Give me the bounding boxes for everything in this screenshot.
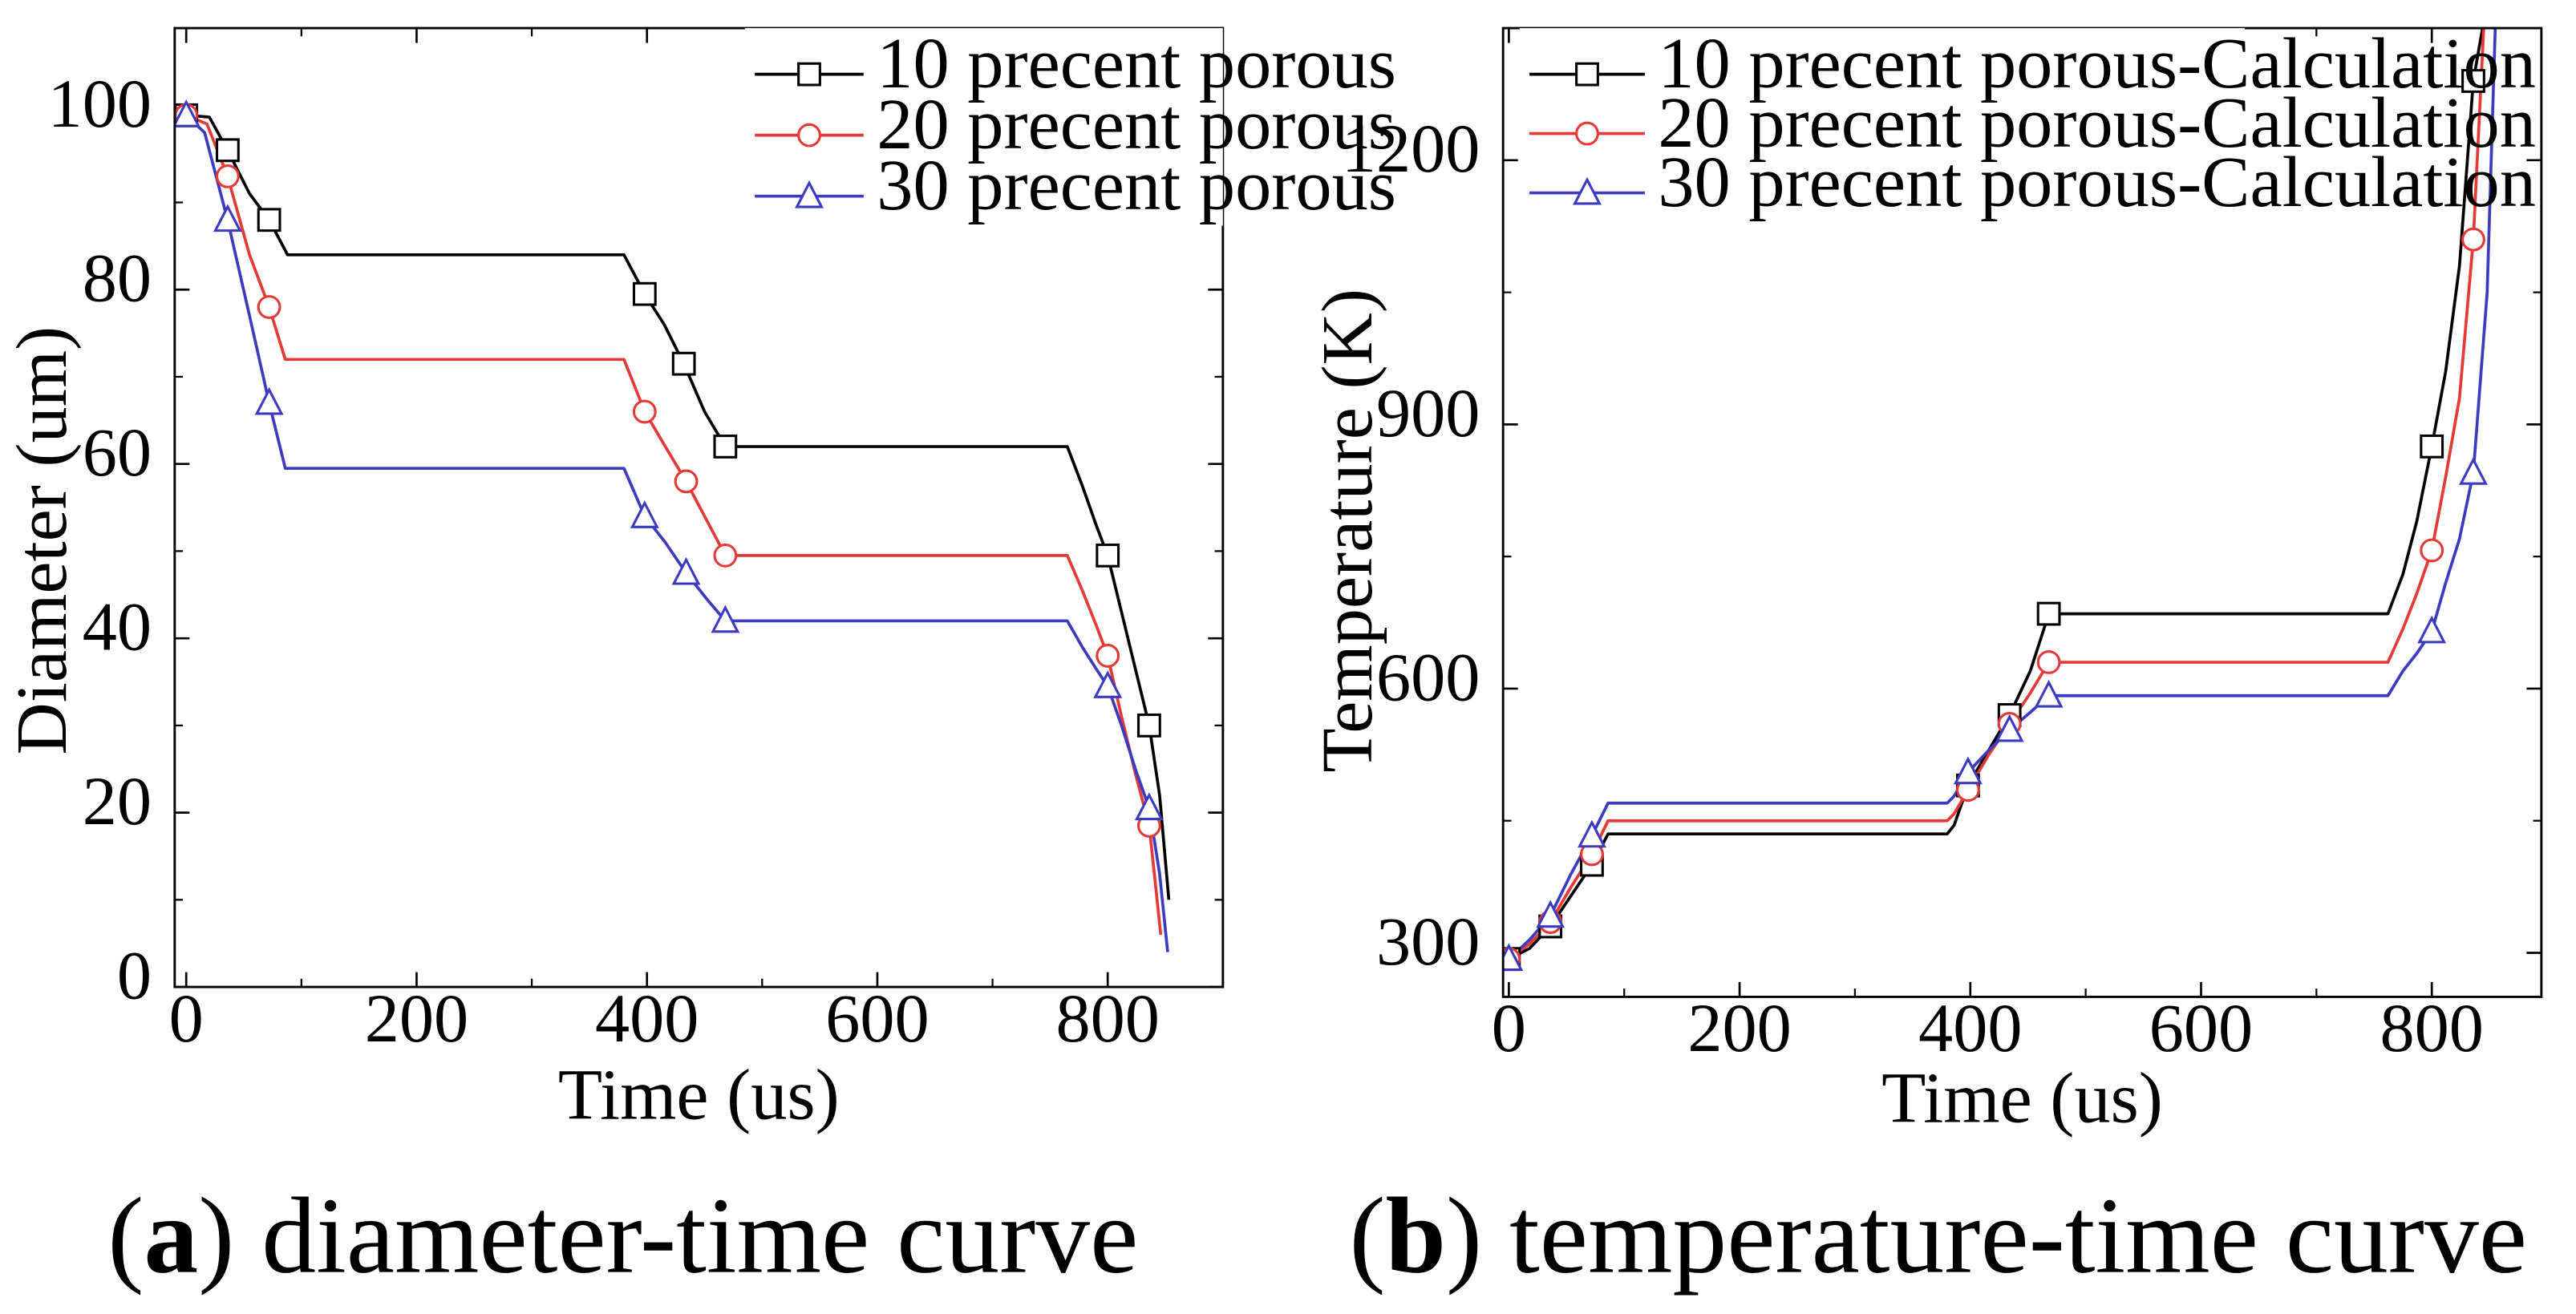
panel-a-legend-marker [795, 180, 824, 208]
panel-a-x-tick-label: 0 [169, 980, 204, 1057]
panel-a-series-1-point [1137, 714, 1161, 738]
panel-a-series-2-line [185, 114, 1163, 936]
panel-b-series-3-point [1953, 756, 1983, 785]
panel-b-x-tick-label: 0 [1492, 989, 1526, 1066]
panel-a-caption-text: ) diameter-time curve [198, 1176, 1138, 1296]
panel-a-series-1-line [186, 113, 1171, 900]
panel-b-y-tick-label: 300 [1376, 903, 1480, 980]
panel-b-legend-label: 10 precent porous-Calculation [1658, 22, 2536, 103]
panel-b-series-3-point [1536, 900, 1565, 928]
panel-a-y-tick-label: 60 [83, 414, 152, 491]
panel-b-series-3-point [2034, 679, 2064, 708]
panel-a-series-2-point [257, 295, 281, 319]
panel-b-series-1-point [2461, 69, 2485, 93]
panel-a-series-3-line [184, 114, 1169, 952]
panel-b-legend-marker [1575, 121, 1599, 146]
panel-b-y-axis-label: Temperature (K) [1306, 289, 1387, 773]
panel-a-series-2-point [713, 543, 738, 568]
panel-b-series-3-point [2417, 615, 2447, 644]
panel-a-y-axis-label: Diameter (um) [1, 326, 82, 755]
panel-b-series-2-point [2036, 650, 2061, 674]
panel-b-series-1-point [2420, 434, 2444, 459]
panel-a-series-3-point [630, 500, 659, 528]
panel-a-y-tick-label: 20 [83, 762, 152, 839]
panel-b-y-tick-label: 900 [1376, 374, 1480, 451]
panel-b-tick-labels: 0 200 400 600 800 300 600 900 1200 [1342, 110, 2484, 1066]
panel-b-legend-marker [1575, 62, 1599, 87]
panel-b-caption-letter: b [1386, 1176, 1446, 1296]
panel-b-legend-marker [1573, 176, 1602, 205]
panel-a-x-tick-label: 200 [365, 980, 468, 1057]
panel-b-x-tick-label: 600 [2149, 989, 2253, 1066]
panel-b-series-3-point [1578, 819, 1606, 848]
panel-a-caption-letter: a [144, 1176, 198, 1296]
panel-a-series-1-point [713, 435, 738, 459]
panel-a-series-2-point [1096, 644, 1120, 668]
panel-a-series-1-point [1096, 543, 1120, 568]
panel-a-series-markers [174, 99, 1164, 838]
panel-a-series-2-point [632, 399, 657, 424]
panel-a-plot-frame [173, 26, 1225, 989]
panel-a-series-2-point [216, 164, 240, 188]
panel-a-legend-label: 30 precent porous [877, 144, 1396, 225]
panel-a-series-1-point [216, 138, 240, 163]
panel-a-series-3-point [174, 99, 201, 127]
panel-b-x-tick-label: 200 [1687, 989, 1791, 1066]
panel-b-series-markers [1503, 69, 2488, 972]
panel-a-x-tick-label: 600 [825, 980, 929, 1057]
panel-a-y-tick-label: 80 [83, 240, 152, 317]
panel-a-tick-labels: 0 200 400 600 800 0 20 40 60 80 100 [48, 65, 1160, 1057]
panel-b-x-tick-label: 400 [1918, 989, 2022, 1066]
panel-a-series-3-point [671, 556, 701, 585]
panel-a-x-axis-label: Time (us) [558, 1053, 840, 1134]
panel-a-series-1-point [257, 208, 281, 232]
panel-a-y-tick-label: 40 [83, 588, 152, 665]
panel-a-legend-background [744, 28, 1223, 226]
panel-b-y-tick-label: 1200 [1342, 110, 1480, 187]
panel-b-series-3-point [2459, 457, 2488, 485]
panel-a-series-3-point [213, 204, 242, 232]
panel-a-legend-marker [797, 123, 821, 148]
panel-a-x-tick-label: 800 [1055, 980, 1159, 1057]
panel-b-series-2-point [2420, 538, 2444, 563]
panel-a-series-1-point [671, 351, 696, 376]
panel-a-series-3-point [254, 386, 284, 415]
panel-a-series-3-point [1093, 670, 1123, 698]
panel-b-chart: 0 200 400 600 800 300 600 900 1200 10 precent po… [1306, 22, 2543, 1296]
panel-b-x-axis-label: Time (us) [1881, 1057, 2163, 1138]
panel-a-series-3-point [1134, 792, 1164, 821]
panel-a-y-tick-label: 0 [117, 936, 152, 1013]
panel-a-legend-label: 20 precent porous [877, 83, 1396, 164]
panel-a-chart: 0 200 400 600 800 0 20 40 60 80 100 10 precent por… [1, 22, 1396, 1296]
panel-b-y-tick-label: 600 [1376, 638, 1480, 715]
panel-b-series-3-point [1503, 943, 1524, 972]
panel-b-x-tick-label: 800 [2380, 989, 2483, 1066]
panel-b-legend-label: 20 precent porous-Calculation [1658, 82, 2536, 163]
panel-b-caption-text: ) temperature-time curve [1446, 1176, 2527, 1296]
panel-a-y-tick-label: 100 [48, 65, 152, 142]
panel-b-series-2-point [2461, 227, 2485, 252]
panel-a-series-1-point [632, 281, 657, 306]
panel-b-series-3-point [1995, 714, 2024, 742]
panel-b-legend-label: 30 precent porous-Calculation [1658, 141, 2536, 222]
panel-a-series-2-point [674, 469, 699, 494]
panel-a-x-tick-label: 400 [595, 980, 699, 1057]
panel-b-legend-background [1519, 28, 2245, 223]
panel-b-series-1-point [2036, 601, 2061, 626]
panel-a-legend-label: 10 precent porous [877, 22, 1396, 103]
panel-a-series-lines [184, 113, 1171, 952]
panel-a-legend-marker [797, 62, 821, 87]
panel-a-series-3-point [711, 604, 740, 633]
panel-a-caption: (a) diameter-time curve [107, 1176, 1138, 1296]
panel-b-caption: (b) temperature-time curve [1349, 1176, 2527, 1296]
